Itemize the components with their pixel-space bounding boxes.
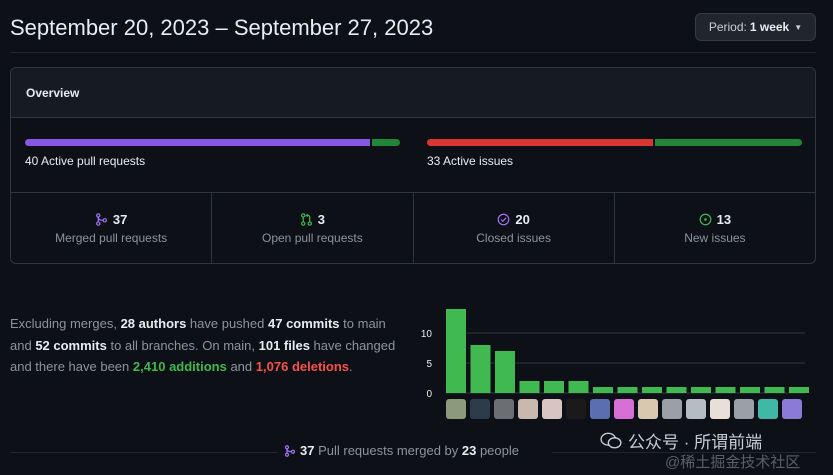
chart-bar[interactable] [715,387,736,393]
chart-bar[interactable] [666,387,687,393]
header-divider [10,52,816,53]
chart-bar[interactable] [568,381,589,393]
pr-open-segment [372,139,400,146]
issues-summary[interactable]: 33 Active issues [427,139,802,168]
pull-requests-summary[interactable]: 40 Active pull requests [25,139,400,168]
summary-text: have pushed [186,316,268,331]
stat-label: Merged pull requests [55,230,168,245]
footer-divider-left [10,452,278,453]
summary-text: to all branches. On main, [106,337,259,353]
y-tick-label: 0 [426,389,432,400]
footer-divider-right [552,452,816,453]
summary-text: and [226,359,256,375]
avatar[interactable] [710,399,730,419]
pull-requests-bar [25,139,400,146]
merged-count: 37 [300,443,315,458]
avatar[interactable] [518,399,538,419]
avatar[interactable] [446,399,466,419]
stat-merged-pull-requests[interactable]: 37 Merged pull requests [11,193,213,263]
avatar[interactable] [758,399,778,419]
overview-bars: 40 Active pull requests 33 Active issues [11,118,815,193]
chart-bar[interactable] [617,387,638,393]
avatar[interactable] [590,399,610,419]
stat-count: 3 [317,211,325,227]
avatar[interactable] [542,399,562,419]
people-count: 23 [461,443,477,458]
stat-count: 13 [716,211,732,227]
issues-new-segment [655,139,802,146]
commits-all-link[interactable]: 52 commits [35,337,107,353]
chart-bar[interactable] [691,387,711,393]
commit-summary: Excluding merges, 28 authors have pushed… [10,313,405,378]
issue-closed-icon [498,213,510,225]
stat-open-pull-requests[interactable]: 3 Open pull requests [212,193,414,263]
files-link[interactable]: 101 files [258,337,310,353]
avatar[interactable] [470,399,490,419]
chart-bar[interactable] [593,387,613,393]
authors-link[interactable]: 28 authors [120,316,187,331]
period-value: 1 week [749,20,790,34]
avatar[interactable] [686,399,706,419]
chart-bar[interactable] [495,351,515,393]
stat-count: 20 [515,211,530,227]
period-prefix: Period: [708,20,747,34]
footer-text: 37 Pull requests merged by 23 people [284,443,519,458]
page-title: September 20, 2023 – September 27, 2023 [10,15,434,40]
watermark-subtext: @稀土掘金技术社区 [665,454,801,471]
chart-bar[interactable] [642,387,662,393]
overview-header: Overview [11,68,815,118]
chart-bar[interactable] [519,381,540,393]
chart-bar[interactable] [740,387,760,393]
chart-bar[interactable] [764,387,785,393]
wechat-icon [600,432,622,448]
avatar[interactable] [638,399,658,419]
stat-label: Closed issues [476,230,551,245]
summary-text: Excluding merges, [10,316,121,331]
avatar[interactable] [662,399,682,419]
avatar[interactable] [494,399,514,419]
avatar[interactable] [566,399,586,419]
commits-main-link[interactable]: 47 commits [268,316,340,331]
git-merge-icon [95,212,107,226]
summary-text: have changed and there have been [10,337,396,375]
stat-count: 37 [112,211,128,227]
pr-merged-segment [25,139,371,146]
summary-text: . [349,359,353,375]
chart-bar[interactable] [789,387,809,393]
chevron-down-icon: ▼ [794,22,803,32]
footer-label: Pull requests merged by [314,443,462,458]
git-pull-request-icon [300,212,312,226]
summary-text: to main and [10,316,386,353]
issues-closed-segment [427,139,654,146]
deletions-count: 1,076 [255,359,289,375]
chart-bar[interactable] [544,381,564,393]
active-issues-label: 33 Active issues [427,154,514,168]
footer-label: people [476,443,519,458]
stat-label: Open pull requests [262,230,363,245]
chart-bar[interactable] [470,345,491,393]
issue-opened-icon [699,213,712,225]
avatar[interactable] [614,399,634,419]
y-tick-label: 5 [426,359,432,370]
stat-label: New issues [684,230,746,245]
git-merge-icon [284,444,296,457]
stat-new-issues[interactable]: 13 New issues [615,193,815,263]
issues-bar [427,139,802,146]
avatar[interactable] [734,399,754,419]
period-dropdown-button[interactable]: Period: 1 week ▼ [695,13,816,41]
active-pull-requests-label: 40 Active pull requests [25,154,146,168]
chart-bar[interactable] [446,309,466,393]
additions-word: additions [169,359,227,375]
avatar[interactable] [782,399,802,419]
additions-count: 2,410 [132,359,166,375]
contributor-avatars [446,399,802,419]
merged-prs-footer: 37 Pull requests merged by 23 people [0,443,833,461]
overview-panel: Overview 40 Active pull requests 33 Acti… [10,67,816,264]
y-tick-label: 10 [421,329,433,340]
stat-closed-issues[interactable]: 20 Closed issues [414,193,615,263]
wechat-watermark: 公众号 · 所谓前端 [600,428,762,453]
overview-stats: 37 Merged pull requests 3 Open pull requ… [11,193,815,263]
deletions-word: deletions [291,359,350,375]
watermark-text: 公众号 · 所谓前端 [628,433,763,452]
